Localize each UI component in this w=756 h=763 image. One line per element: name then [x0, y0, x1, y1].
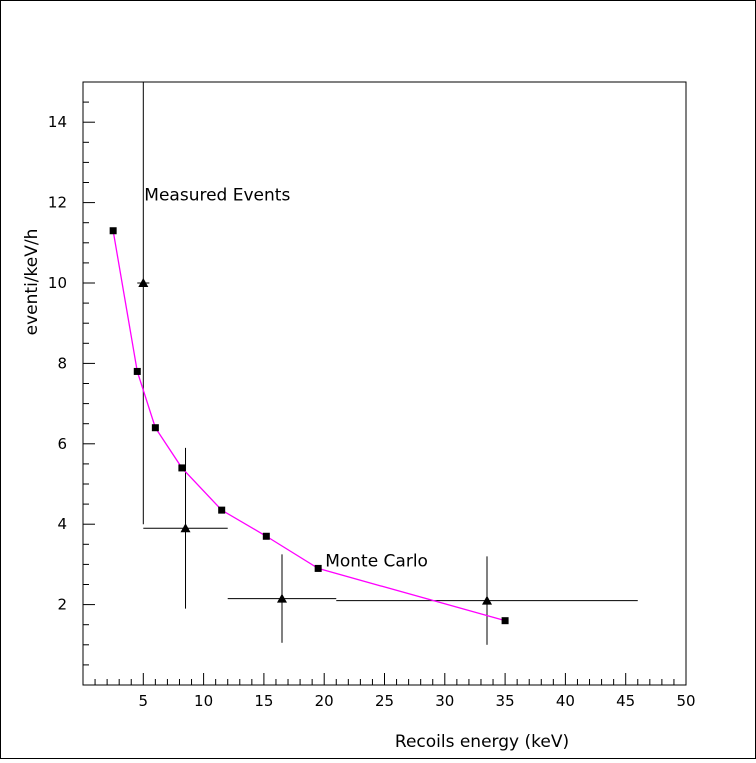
monte-carlo-layer: [109, 227, 509, 625]
monte-carlo-point-square: [178, 464, 186, 472]
measured-point-triangle: [276, 593, 287, 603]
annotation-label: Measured Events: [144, 186, 290, 206]
measured-point-triangle: [180, 523, 191, 533]
y-tick-label: 12: [48, 194, 67, 212]
monte-carlo-point-square: [501, 617, 509, 625]
x-axis-label: Recoils energy (keV): [395, 732, 569, 752]
x-tick-label: 30: [435, 692, 454, 710]
monte-carlo-point-square: [151, 424, 159, 432]
monte-carlo-point-square: [218, 506, 226, 514]
x-tick-label: 40: [556, 692, 575, 710]
x-tick-label: 50: [676, 692, 695, 710]
y-tick-label: 14: [48, 113, 67, 131]
measured-events-layer: [137, 82, 638, 645]
x-tick-label: 45: [616, 692, 635, 710]
annotation-layer: Measured Events Monte Carlo: [144, 186, 428, 572]
y-tick-label: 2: [57, 596, 67, 614]
monte-carlo-point-square: [133, 367, 141, 375]
monte-carlo-point-square: [314, 564, 322, 572]
monte-carlo-point-square: [109, 227, 117, 235]
measured-point-triangle: [482, 595, 493, 605]
x-tick-label: 20: [315, 692, 334, 710]
y-axis-label: eventi/keV/h: [22, 229, 42, 336]
y-tick-label: 8: [57, 354, 67, 372]
x-axis: 5 10 15 20 25 30 35 40 45 50: [94, 673, 696, 710]
y-tick-label: 6: [57, 435, 67, 453]
annotation-label: Monte Carlo: [325, 551, 428, 571]
x-tick-label: 15: [254, 692, 273, 710]
measured-point-triangle: [138, 278, 149, 287]
x-tick-label: 35: [496, 692, 515, 710]
x-tick-label: 25: [375, 692, 394, 710]
x-tick-label: 10: [194, 692, 213, 710]
x-tick-label: 5: [139, 692, 149, 710]
y-axis: 2 4 6 8 10 12 14: [48, 81, 95, 666]
y-tick-label: 10: [48, 274, 67, 292]
monte-carlo-line: [112, 230, 506, 622]
plot-area: [82, 81, 687, 686]
y-tick-label: 4: [57, 515, 67, 533]
monte-carlo-point-square: [262, 532, 270, 540]
